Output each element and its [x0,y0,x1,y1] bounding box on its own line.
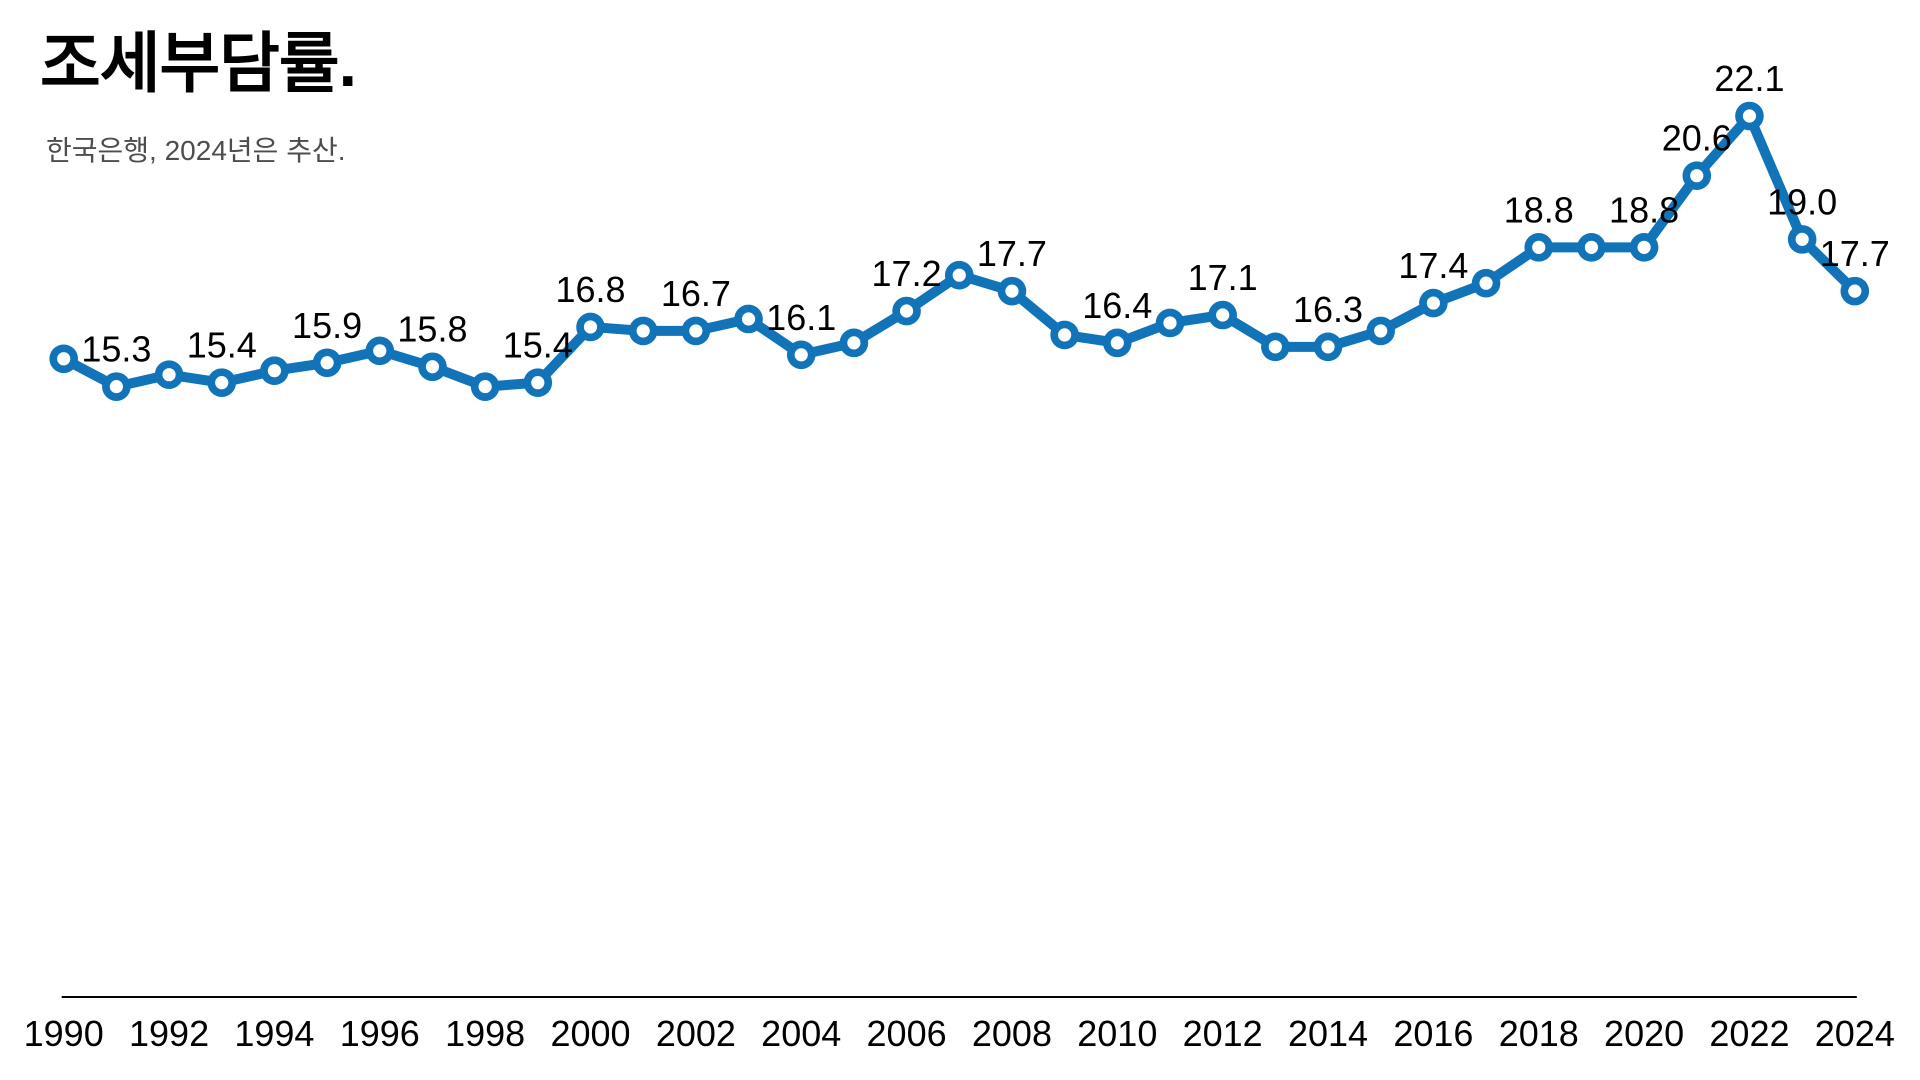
data-point-labels: 15.3 15.4 15.9 15.8 15.4 16.8 16.7 16.1 17.2 17.7… [81,58,1890,370]
data-point-label: 18.8 [1504,189,1574,230]
data-point-hole [847,336,861,350]
data-point-hole [1163,316,1177,330]
data-point-label: 17.7 [1820,233,1890,274]
data-point-hole [1690,169,1704,183]
data-point-hole [267,364,282,378]
x-axis-tick-label: 2008 [972,1013,1052,1054]
data-point-hole [1479,276,1493,290]
data-point-label: 16.3 [1293,289,1363,330]
data-point-label: 16.1 [766,297,836,338]
data-point-hole [1426,296,1440,310]
x-axis-tick-label: 2016 [1393,1013,1473,1054]
x-axis-tick-label: 1998 [445,1013,525,1054]
data-point-label: 22.1 [1714,58,1784,99]
x-axis-tick-label: 2024 [1815,1013,1895,1054]
x-axis-tick-label: 2018 [1499,1013,1579,1054]
data-point-hole [689,324,703,338]
data-point-label: 16.4 [1082,285,1152,326]
data-point-label: 15.8 [397,309,467,350]
data-point-hole [1584,240,1599,254]
data-point-label: 15.9 [292,305,362,346]
data-point-hole [636,324,650,338]
data-point-hole [1637,240,1651,254]
data-point-label: 18.8 [1609,189,1679,230]
data-point-label: 16.8 [555,269,625,310]
x-axis-tick-label: 2022 [1709,1013,1789,1054]
data-point-label: 16.7 [661,273,731,314]
data-point-hole [215,376,229,390]
x-axis-tick-label: 2000 [550,1013,630,1054]
data-point-hole [478,380,492,394]
x-axis-tick-label: 2004 [761,1013,841,1054]
data-point-label: 17.1 [1188,257,1258,298]
x-axis-tick-label: 2020 [1604,1013,1684,1054]
data-point-hole [425,360,440,374]
x-axis-tick-label: 2010 [1077,1013,1157,1054]
chart-title: 조세부담률. [40,26,357,100]
data-point-hole [1742,109,1757,123]
data-point-hole [1321,340,1335,354]
data-point-label: 17.4 [1398,245,1468,286]
data-point-label: 17.2 [872,253,942,294]
x-axis-tick-label: 1990 [24,1013,104,1054]
data-point-label: 20.6 [1662,118,1732,159]
x-axis-tick-label: 2006 [867,1013,947,1054]
data-point-hole [1005,284,1019,298]
data-point-hole [531,376,545,390]
data-point-label: 15.4 [503,325,573,366]
data-point-hole [162,368,176,382]
data-point-label: 15.4 [187,325,257,366]
data-point-hole [952,268,966,282]
data-point-hole [1374,324,1388,338]
x-axis-tick-label: 1996 [340,1013,420,1054]
data-point-hole [1110,336,1124,350]
data-point-hole [109,380,123,394]
data-point-hole [899,304,914,318]
x-axis-tick-label: 1994 [234,1013,314,1054]
data-point-hole [1216,308,1230,322]
data-point-hole [1848,284,1862,298]
x-axis-labels: 1990 1992 1994 1996 1998 2000 2002 2004 2006 2008… [24,1013,1895,1054]
data-point-hole [1058,328,1072,342]
x-axis-tick-label: 2014 [1288,1013,1368,1054]
data-point-label: 17.7 [977,233,1047,274]
data-point-hole [373,344,387,358]
data-point-hole [1268,340,1282,354]
data-point-hole [320,356,334,370]
data-point-hole [1532,240,1546,254]
data-points [49,101,1870,401]
data-point-label: 19.0 [1767,181,1837,222]
data-point-hole [57,352,71,366]
chart-subtitle: 한국은행, 2024년은 추산. [46,135,346,166]
data-point-hole [741,312,756,326]
x-axis-tick-label: 2012 [1183,1013,1263,1054]
data-point-label: 15.3 [81,329,151,370]
data-point-hole [583,320,598,334]
data-point-hole [794,348,808,362]
data-point-hole [1795,232,1809,246]
x-axis-tick-label: 2002 [656,1013,736,1054]
x-axis-tick-label: 1992 [129,1013,209,1054]
